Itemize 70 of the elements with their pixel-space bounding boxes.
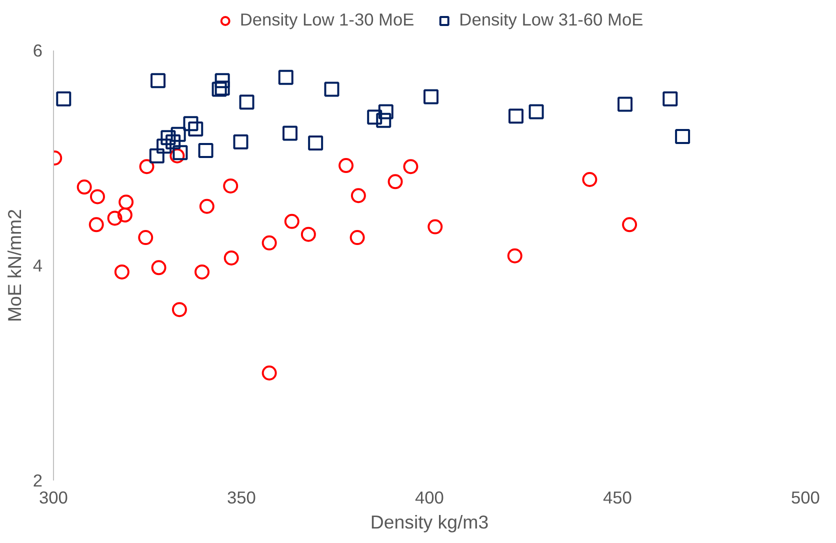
point	[170, 126, 186, 142]
point	[150, 73, 166, 88]
point	[428, 219, 443, 234]
point	[183, 116, 198, 132]
point	[188, 121, 204, 136]
point	[388, 174, 403, 190]
y-tick-label: 4	[32, 256, 43, 276]
point	[151, 260, 166, 276]
x-axis-title: Density kg/m3	[370, 512, 489, 532]
point	[199, 198, 214, 214]
point	[156, 138, 172, 154]
x-tick-label: 350	[227, 488, 256, 508]
point	[172, 302, 187, 318]
x-tick-label: 500	[791, 488, 820, 508]
point	[90, 189, 105, 204]
point	[107, 210, 122, 226]
point	[622, 217, 638, 232]
point	[508, 108, 524, 124]
point	[662, 91, 678, 106]
point	[338, 158, 354, 174]
point	[308, 135, 324, 150]
point	[403, 159, 418, 174]
point	[118, 194, 134, 210]
point	[528, 104, 544, 120]
point	[160, 130, 176, 146]
point	[284, 214, 300, 229]
legend-label: Density Low 31-60 MoE	[459, 10, 644, 30]
point	[114, 264, 130, 280]
point	[224, 250, 239, 266]
point	[282, 126, 298, 141]
point	[139, 159, 154, 174]
x-tick-label: 400	[415, 488, 444, 508]
point	[239, 94, 254, 110]
point	[582, 172, 598, 187]
point	[170, 148, 185, 164]
point	[350, 188, 366, 204]
y-tick-label: 2	[32, 470, 43, 490]
point	[194, 264, 210, 280]
point	[149, 148, 164, 164]
point	[212, 82, 227, 97]
x-tick-label: 450	[603, 488, 632, 508]
point	[166, 134, 181, 150]
point	[350, 230, 365, 246]
point	[262, 235, 277, 250]
legend-label: Density Low 1-30 MoE	[240, 10, 414, 30]
point	[172, 145, 188, 160]
point	[262, 366, 277, 380]
point	[88, 217, 104, 232]
point	[618, 96, 633, 112]
point	[223, 178, 238, 194]
point	[378, 104, 394, 120]
point	[507, 248, 522, 264]
point	[198, 142, 214, 158]
point	[214, 73, 230, 88]
point	[278, 70, 294, 85]
point	[233, 134, 248, 150]
x-tick-label: 300	[39, 488, 68, 508]
y-tick-label: 6	[32, 40, 43, 60]
point	[376, 112, 392, 128]
y-axis-title: MoE kN/mm2	[4, 208, 25, 322]
point	[138, 230, 154, 246]
point	[56, 91, 72, 106]
point	[214, 80, 230, 96]
point	[324, 82, 340, 97]
point	[367, 110, 382, 125]
point	[675, 129, 690, 144]
point	[117, 207, 132, 222]
point	[424, 89, 439, 104]
point	[300, 226, 316, 242]
point	[76, 180, 92, 195]
